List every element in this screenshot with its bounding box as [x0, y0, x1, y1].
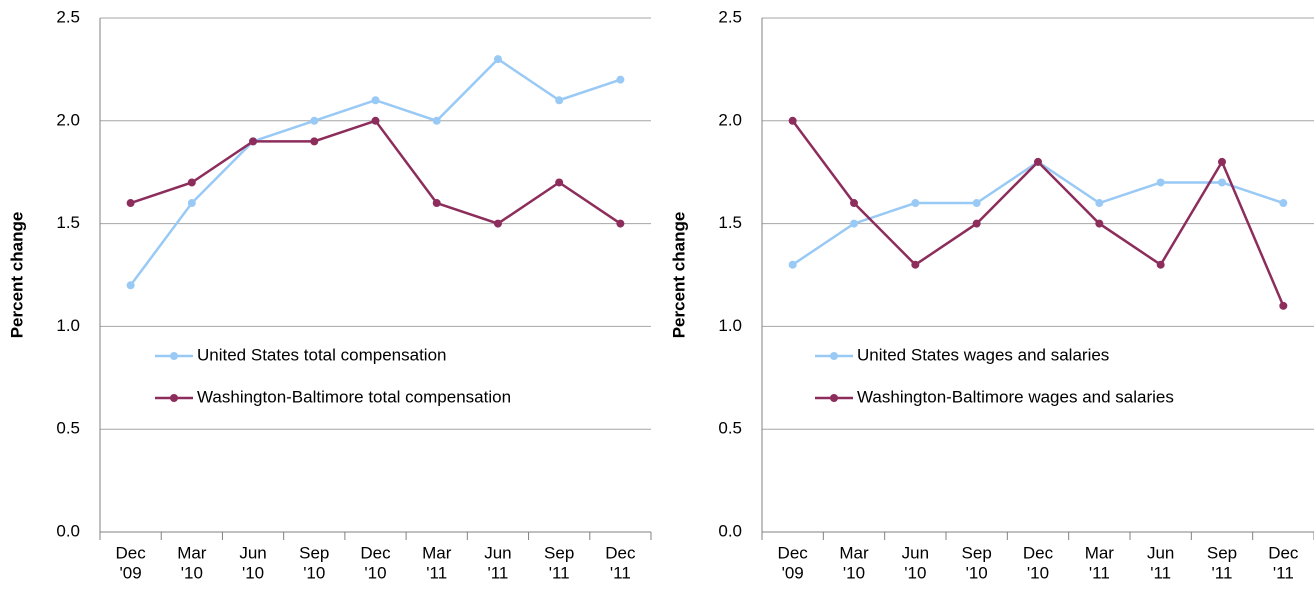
x-tick-label: '10: [966, 563, 988, 582]
x-tick-label: Sep: [962, 543, 992, 562]
x-tick-label: Jun: [902, 543, 929, 562]
x-tick-label: '10: [364, 563, 386, 582]
y-tick-label: 1.5: [718, 213, 742, 232]
data-point: [1095, 199, 1104, 208]
y-tick-label: 1.0: [718, 316, 742, 335]
x-tick-label: '11: [1089, 563, 1110, 582]
data-point: [310, 137, 319, 146]
series-line: [791, 160, 1284, 266]
data-point: [1156, 260, 1165, 269]
x-tick-label: Jun: [1147, 543, 1174, 562]
x-tick-label: Mar: [177, 543, 207, 562]
y-tick-label: 1.5: [56, 213, 80, 232]
y-tick-label: 0.5: [718, 419, 742, 438]
x-tick-label: Dec: [115, 543, 146, 562]
legend-marker: [830, 394, 838, 402]
data-point: [1218, 157, 1226, 166]
data-point: [126, 281, 135, 290]
x-tick-label: '10: [1027, 563, 1049, 582]
x-tick-label: Dec: [360, 543, 391, 562]
x-tick-label: '09: [120, 563, 142, 582]
legend-label: Washington-Baltimore wages and salaries: [857, 387, 1174, 406]
x-tick-label: '11: [610, 563, 631, 582]
x-tick-label: Sep: [544, 543, 574, 562]
x-tick-label: '10: [242, 563, 264, 582]
x-tick-label: Dec: [1023, 543, 1054, 562]
data-point: [1279, 301, 1288, 310]
legend-marker: [170, 394, 178, 402]
data-point: [788, 260, 797, 269]
x-tick-label: Sep: [1207, 543, 1237, 562]
data-point: [555, 96, 564, 105]
data-point: [187, 199, 196, 208]
data-point: [972, 219, 981, 228]
x-tick-label: Jun: [484, 543, 511, 562]
legend-marker: [170, 352, 178, 360]
legend-label: Washington-Baltimore total compensation: [197, 387, 511, 406]
data-point: [310, 116, 319, 125]
x-tick-label: '10: [303, 563, 325, 582]
series-line: [130, 119, 622, 225]
legend-label: United States wages and salaries: [857, 345, 1109, 364]
legend-marker: [830, 352, 838, 360]
data-point: [126, 199, 135, 208]
data-point: [555, 178, 564, 187]
data-point: [1034, 157, 1042, 166]
x-tick-label: '10: [904, 563, 926, 582]
data-point: [432, 116, 441, 125]
x-tick-label: '11: [549, 563, 570, 582]
x-tick-label: Dec: [778, 543, 809, 562]
y-tick-label: 2.0: [718, 110, 742, 129]
x-tick-label: '11: [1150, 563, 1171, 582]
x-tick-label: '11: [1273, 563, 1294, 582]
x-tick-label: Dec: [1268, 543, 1299, 562]
data-point: [187, 178, 196, 187]
legend-label: United States total compensation: [197, 345, 446, 364]
data-point: [911, 199, 920, 208]
x-tick-label: '11: [487, 563, 508, 582]
data-point: [1218, 178, 1226, 187]
series-line: [791, 120, 1285, 307]
data-point: [850, 219, 858, 228]
data-point: [911, 260, 920, 269]
x-tick-label: Sep: [299, 543, 329, 562]
series-line: [129, 57, 621, 287]
data-point: [616, 75, 625, 84]
y-tick-label: 0.0: [56, 521, 80, 540]
data-point: [371, 96, 380, 105]
x-tick-label: '11: [1212, 563, 1233, 582]
y-tick-label: 2.0: [56, 110, 80, 129]
data-point: [616, 219, 625, 228]
data-point: [371, 116, 380, 125]
data-point: [972, 199, 981, 208]
data-point: [850, 199, 858, 208]
x-tick-label: '10: [181, 563, 203, 582]
x-tick-label: Jun: [239, 543, 266, 562]
data-point: [1156, 178, 1165, 187]
data-point: [1095, 219, 1104, 228]
x-tick-label: Mar: [839, 543, 869, 562]
data-point: [493, 219, 502, 228]
y-axis-label: Percent change: [7, 212, 26, 339]
y-tick-label: 0.5: [56, 419, 80, 438]
x-tick-label: '09: [782, 563, 804, 582]
data-point: [249, 137, 258, 146]
data-point: [493, 55, 502, 64]
x-tick-label: Mar: [1085, 543, 1115, 562]
x-tick-label: '10: [843, 563, 865, 582]
x-tick-label: Mar: [422, 543, 452, 562]
x-tick-label: '11: [426, 563, 447, 582]
x-tick-label: Dec: [605, 543, 636, 562]
data-point: [432, 199, 441, 208]
y-tick-label: 0.0: [718, 521, 742, 540]
y-axis-label: Percent change: [669, 212, 688, 339]
y-tick-label: 2.5: [718, 7, 742, 26]
data-point: [1279, 199, 1288, 208]
y-tick-label: 2.5: [56, 7, 80, 26]
data-point: [788, 116, 797, 125]
y-tick-label: 1.0: [56, 316, 80, 335]
